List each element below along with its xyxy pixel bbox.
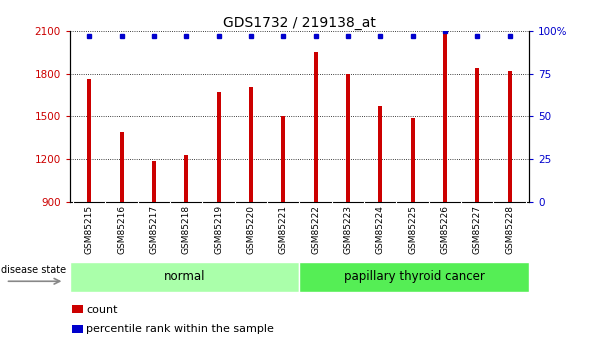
- Text: GSM85221: GSM85221: [279, 205, 288, 254]
- Bar: [410, 118, 415, 202]
- Bar: [70, 262, 299, 292]
- Bar: [443, 32, 447, 202]
- Bar: [508, 71, 511, 202]
- Text: GSM85225: GSM85225: [408, 205, 417, 254]
- Bar: [184, 155, 188, 202]
- Bar: [88, 79, 91, 202]
- Bar: [314, 52, 317, 202]
- Bar: [152, 160, 156, 202]
- Text: GSM85219: GSM85219: [214, 205, 223, 254]
- Bar: [346, 74, 350, 202]
- Text: GSM85218: GSM85218: [182, 205, 191, 254]
- Text: GSM85215: GSM85215: [85, 205, 94, 254]
- Text: disease state: disease state: [1, 265, 66, 275]
- Bar: [249, 87, 253, 202]
- Text: GSM85220: GSM85220: [246, 205, 255, 254]
- Bar: [216, 92, 221, 202]
- Text: papillary thyroid cancer: papillary thyroid cancer: [344, 270, 485, 283]
- Bar: [378, 107, 382, 202]
- Text: GSM85223: GSM85223: [344, 205, 353, 254]
- Bar: [120, 132, 123, 202]
- Text: GSM85228: GSM85228: [505, 205, 514, 254]
- Text: GSM85216: GSM85216: [117, 205, 126, 254]
- Bar: [72, 305, 83, 313]
- Bar: [282, 117, 285, 202]
- Text: GSM85226: GSM85226: [440, 205, 449, 254]
- Text: GSM85227: GSM85227: [473, 205, 482, 254]
- Title: GDS1732 / 219138_at: GDS1732 / 219138_at: [223, 16, 376, 30]
- Bar: [475, 68, 479, 202]
- Text: percentile rank within the sample: percentile rank within the sample: [86, 325, 274, 334]
- Text: normal: normal: [164, 270, 206, 283]
- Text: GSM85222: GSM85222: [311, 205, 320, 254]
- Text: count: count: [86, 305, 117, 315]
- Text: GSM85224: GSM85224: [376, 205, 385, 254]
- Bar: [299, 262, 529, 292]
- Bar: [72, 325, 83, 333]
- Text: GSM85217: GSM85217: [150, 205, 159, 254]
